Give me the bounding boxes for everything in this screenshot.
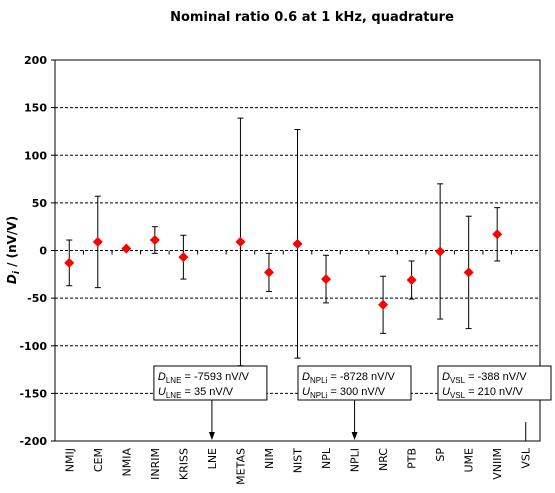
annotation-u-subscript: LNE bbox=[166, 391, 182, 400]
annotation-arrow-head bbox=[208, 432, 215, 440]
annotation-d-symbol: D bbox=[442, 371, 450, 383]
data-point bbox=[378, 299, 389, 310]
data-point bbox=[292, 238, 303, 249]
data-point bbox=[235, 236, 246, 247]
data-point bbox=[463, 267, 474, 278]
y-tick-label: 50 bbox=[32, 197, 48, 210]
x-tick-label: CEM bbox=[92, 448, 105, 472]
x-tick-label: NMIJ bbox=[63, 448, 76, 472]
x-tick-label: NMIA bbox=[120, 448, 133, 477]
annotation-d-line: DVSL = -388 nV/V bbox=[442, 371, 527, 385]
y-tick-label: 0 bbox=[39, 245, 47, 258]
y-tick-label: -100 bbox=[19, 340, 47, 353]
x-tick-label: PTB bbox=[406, 448, 419, 469]
x-tick-label: VNIIM bbox=[491, 448, 504, 480]
y-tick-label: 150 bbox=[24, 102, 47, 115]
annotation-u-value: = 35 nV/V bbox=[181, 386, 233, 398]
x-tick-label: SP bbox=[434, 448, 447, 462]
x-tick-label: KRISS bbox=[177, 448, 190, 480]
x-tick-label: METAS bbox=[234, 448, 247, 485]
y-axis-label-rest: / (nV/V) bbox=[5, 216, 19, 271]
data-point bbox=[121, 243, 132, 254]
data-point bbox=[321, 274, 332, 285]
x-tick-label: NPLI bbox=[349, 448, 362, 472]
annotation-u-value: = 210 nV/V bbox=[465, 386, 523, 398]
annotation-u-line: UVSL = 210 nV/V bbox=[442, 386, 524, 400]
annotation-d-line: DLNE = -7593 nV/V bbox=[158, 371, 250, 385]
data-point bbox=[178, 252, 189, 263]
annotation-u-symbol: U bbox=[302, 386, 310, 398]
data-point bbox=[435, 246, 446, 257]
data-point bbox=[92, 236, 103, 247]
annotation-d-symbol: D bbox=[302, 371, 310, 383]
y-tick-label: -200 bbox=[19, 435, 47, 448]
annotation-d-subscript: LNE bbox=[166, 376, 182, 385]
chart-title: Nominal ratio 0.6 at 1 kHz, quadrature bbox=[170, 10, 454, 25]
x-tick-label: INRIM bbox=[149, 448, 162, 480]
x-tick-label: UME bbox=[463, 448, 476, 473]
data-point bbox=[149, 235, 160, 246]
y-axis: -200 -150 -100 -50 0 50 100 150 200 bbox=[19, 54, 55, 448]
annotation-box bbox=[437, 365, 552, 401]
annotation-u-symbol: U bbox=[158, 386, 166, 398]
x-tick-label: LNE bbox=[206, 448, 219, 469]
annotation-d-value: = -388 nV/V bbox=[465, 371, 527, 383]
y-tick-label: -50 bbox=[27, 292, 47, 305]
x-tick-label: NRC bbox=[377, 448, 390, 471]
annotation-u-subscript: NPLi bbox=[310, 391, 328, 400]
annotation-d-symbol: D bbox=[158, 371, 166, 383]
y-tick-label: 100 bbox=[24, 149, 47, 162]
annotation-d-line: DNPLi = -8728 nV/V bbox=[302, 371, 396, 385]
data-points bbox=[64, 229, 503, 310]
y-tick-label: 200 bbox=[24, 54, 47, 67]
data-point bbox=[263, 267, 274, 278]
y-axis-label: Di / (nV/V) bbox=[5, 216, 22, 284]
annotation-u-symbol: U bbox=[442, 386, 450, 398]
annotation-u-subscript: VSL bbox=[450, 391, 466, 400]
annotation-d-value: = -8728 nV/V bbox=[327, 371, 395, 383]
x-tick-label: NIM bbox=[263, 448, 276, 469]
annotation-u-value: = 300 nV/V bbox=[327, 386, 385, 398]
x-tick-label: NIST bbox=[292, 448, 305, 473]
data-point bbox=[492, 229, 503, 240]
x-tick-label: VSL bbox=[520, 447, 533, 469]
annotation-box bbox=[153, 365, 268, 401]
x-tick-label: NPL bbox=[320, 447, 333, 469]
annotation-d-value: = -7593 nV/V bbox=[181, 371, 249, 383]
annotation-u-line: ULNE = 35 nV/V bbox=[158, 386, 234, 400]
annotation-d-subscript: VSL bbox=[450, 376, 466, 385]
data-point bbox=[64, 257, 75, 268]
annotation-u-line: UNPLi = 300 nV/V bbox=[302, 386, 386, 400]
y-axis-label-sub: i bbox=[12, 270, 22, 274]
x-axis: NMIJ CEM NMIA INRIM KRISS LNE METAS NIM NIST NPL N… bbox=[63, 250, 533, 485]
data-point bbox=[406, 275, 417, 286]
annotation-d-subscript: NPLi bbox=[310, 376, 328, 385]
annotation-arrow-head bbox=[351, 432, 358, 440]
y-tick-label: -150 bbox=[19, 387, 47, 400]
annotation-box bbox=[297, 365, 412, 401]
y-axis-label-main: D bbox=[5, 274, 19, 284]
